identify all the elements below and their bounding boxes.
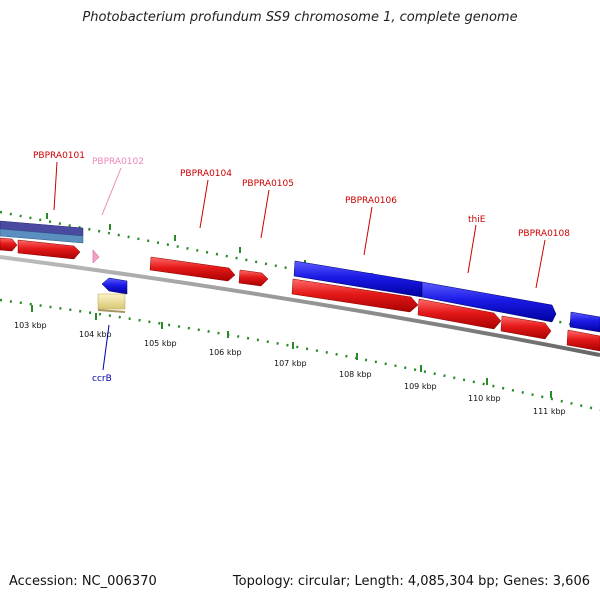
gene-label-pbpra0106: PBPRA0106 <box>345 196 397 206</box>
gene-labels: PBPRA0101 PBPRA0102 PBPRA0104 PBPRA0105 … <box>33 151 570 384</box>
genome-summary-text: Topology: circular; Length: 4,085,304 bp… <box>232 574 590 589</box>
cds-middle <box>149 256 269 287</box>
inner-major-ticks <box>31 305 552 398</box>
tick-label-104: 104 kbp <box>79 330 112 339</box>
tick-label-105: 105 kbp <box>144 339 177 348</box>
blue-genes <box>293 260 600 333</box>
gene-label-pbpra0102: PBPRA0102 <box>92 157 144 167</box>
cds-right <box>291 278 600 352</box>
callout-lines <box>53 161 546 371</box>
tick-label-109: 109 kbp <box>404 382 437 391</box>
gene-label-pbpra0108: PBPRA0108 <box>518 229 570 239</box>
tick-label-110: 110 kbp <box>468 394 501 403</box>
tick-label-103: 103 kbp <box>14 321 47 330</box>
tick-label-106: 106 kbp <box>209 348 242 357</box>
inner-tick-ring <box>0 298 600 412</box>
gene-label-ccrB: ccrB <box>92 374 112 384</box>
rrna-feature <box>97 293 126 310</box>
gene-label-pbpra0101: PBPRA0101 <box>33 151 85 161</box>
tick-labels: 103 kbp 104 kbp 105 kbp 106 kbp 107 kbp … <box>14 321 566 416</box>
misc-features <box>0 220 84 244</box>
backbone <box>0 255 600 357</box>
gene-ccrB <box>101 277 128 295</box>
tick-label-111: 111 kbp <box>533 407 566 416</box>
gene-label-thiE: thiE <box>468 215 486 225</box>
map-title: Photobacterium profundum SS9 chromosome … <box>82 10 518 25</box>
accession-text: Accession: NC_006370 <box>9 574 157 589</box>
cds-pbpra0102 <box>92 249 100 264</box>
cds-upper-left <box>0 237 81 260</box>
tick-label-108: 108 kbp <box>339 370 372 379</box>
tick-label-107: 107 kbp <box>274 359 307 368</box>
gene-label-pbpra0105: PBPRA0105 <box>242 179 294 189</box>
rrna-underline <box>97 309 126 313</box>
gene-label-pbpra0104: PBPRA0104 <box>180 169 232 179</box>
